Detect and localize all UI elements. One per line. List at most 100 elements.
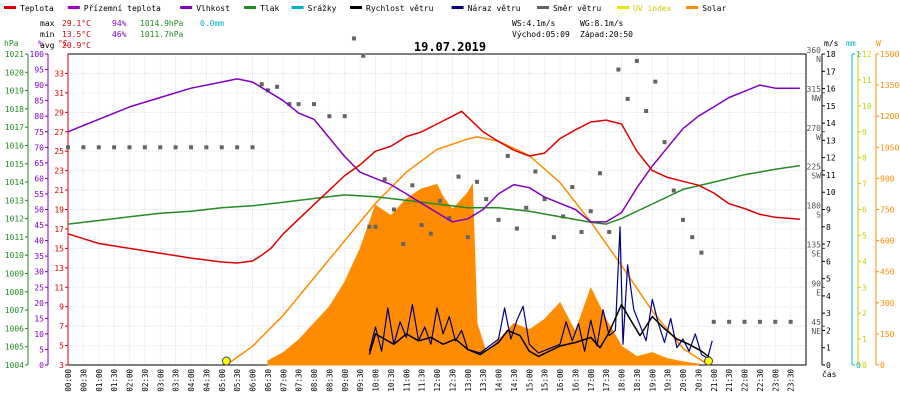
- stats-max-label: max: [40, 19, 55, 28]
- wind-direction-point: [401, 242, 406, 247]
- wind-direction-point: [367, 224, 372, 229]
- wind-direction-point: [127, 145, 132, 150]
- direction-axis-tick-name: SE: [811, 249, 821, 258]
- x-tick-label: 15:30: [541, 369, 550, 392]
- uv-axis-tick-label: 6: [862, 206, 867, 215]
- x-tick-label: 16:30: [571, 369, 580, 392]
- wind-direction-point: [275, 84, 280, 89]
- humidity-axis-tick-label: 35: [34, 252, 44, 261]
- x-tick-label: 19:30: [664, 369, 673, 392]
- uv-axis-tick-label: 7: [862, 180, 867, 189]
- temperature-axis-tick-label: 13: [54, 264, 64, 273]
- stats-wind-gust: WG:8.1m/s: [580, 19, 624, 28]
- humidity-axis-tick-label: 75: [34, 128, 44, 137]
- wind-speed-line: [368, 303, 712, 359]
- humidity-axis-tick-label: 20: [34, 299, 44, 308]
- pressure-axis-tick-label: 1006: [5, 324, 24, 333]
- wind-direction-point: [351, 36, 356, 41]
- pressure-axis-tick-label: 1017: [5, 123, 24, 132]
- humidity-line: [67, 78, 800, 223]
- humidity-axis-tick-label: 70: [34, 143, 44, 152]
- x-tick-label: 12:30: [448, 369, 457, 392]
- wind-direction-point: [112, 145, 117, 150]
- x-tick-label: 20:00: [679, 369, 688, 392]
- humidity-axis-tick-label: 80: [34, 112, 44, 121]
- humidity-axis-tick-label: 0: [39, 361, 44, 370]
- direction-axis-tick-name: W: [816, 133, 821, 142]
- x-tick-label: 04:30: [202, 369, 211, 392]
- legend-item: Rychlost větru: [366, 4, 434, 13]
- wind-direction-point: [579, 229, 584, 234]
- wind-direction-point: [235, 145, 240, 150]
- humidity-axis-tick-label: 10: [34, 330, 44, 339]
- temperature-axis-tick-label: 11: [54, 283, 64, 292]
- x-tick-label: 01:00: [95, 369, 104, 392]
- wind-direction-point: [259, 82, 264, 87]
- x-tick-label: 07:00: [279, 369, 288, 392]
- uv-axis-tick-label: 0: [862, 361, 867, 370]
- wind-direction-point: [342, 114, 347, 119]
- stats-max-rain: 0.0mm: [200, 19, 224, 28]
- stats-block: max 29.1°C 94% 1014.9hPa 0.0mm min 13.5°…: [40, 19, 633, 50]
- x-tick-label: 08:00: [310, 369, 319, 392]
- x-tick-label: 22:30: [756, 369, 765, 392]
- x-tick-label: 13:30: [479, 369, 488, 392]
- x-tick-label: 17:00: [587, 369, 596, 392]
- pressure-axis-tick-label: 1021: [5, 50, 24, 59]
- pressure-line: [67, 164, 801, 225]
- time-axis-unit: čas: [822, 369, 837, 379]
- wind-direction-point: [219, 145, 224, 150]
- solar-axis-tick-label: 450: [880, 268, 895, 277]
- wind-direction-point: [287, 102, 292, 107]
- x-tick-label: 14:00: [495, 369, 504, 392]
- wind-direction-point: [727, 319, 732, 324]
- wind-direction-point: [428, 231, 433, 236]
- wind-axis-tick-label: 17: [826, 67, 836, 76]
- pressure-axis-tick-label: 1013: [5, 196, 24, 205]
- x-tick-label: 02:00: [126, 369, 135, 392]
- direction-axis-tick-label: 270: [807, 124, 822, 133]
- wind-direction-point: [189, 145, 193, 150]
- wind-direction-point: [312, 102, 316, 107]
- legend-item: Srážky: [308, 4, 337, 13]
- wind-direction-point: [505, 153, 510, 158]
- x-tick-label: 03:00: [156, 369, 165, 392]
- wind-direction-point: [773, 319, 778, 324]
- pressure-axis-tick-label: 1020: [5, 68, 24, 77]
- wind-direction-point: [438, 198, 443, 203]
- x-tick-label: 05:00: [218, 369, 227, 392]
- x-tick-label: 15:00: [525, 369, 534, 392]
- wind-axis-tick-label: 3: [826, 309, 831, 318]
- legend-swatch: [4, 6, 16, 9]
- legend-swatch: [451, 6, 464, 9]
- wind-direction-point: [625, 96, 630, 101]
- wind-direction-point: [551, 235, 556, 240]
- uv-axis-tick-label: 4: [862, 257, 867, 266]
- wind-axis-tick-label: 0: [826, 361, 831, 370]
- x-tick-label: 06:30: [264, 369, 273, 392]
- humidity-axis-tick-label: 95: [34, 66, 44, 75]
- wind-direction-point: [662, 140, 667, 145]
- stats-avg-label: avg: [40, 41, 55, 50]
- wind-axis-tick-label: 11: [826, 171, 836, 180]
- legend-item: Náraz větru: [468, 4, 521, 13]
- temperature-axis-tick-label: 25: [54, 147, 64, 156]
- wind-direction-point: [484, 197, 489, 202]
- legend-item: Vlhkost: [196, 4, 230, 13]
- x-tick-label: 08:30: [325, 369, 334, 392]
- wind-axis-tick-label: 18: [826, 50, 836, 59]
- temperature-axis-tick-label: 15: [54, 244, 64, 253]
- humidity-axis-tick-label: 30: [34, 268, 44, 277]
- solar-axis-tick-label: 300: [880, 299, 895, 308]
- wind-direction-point: [465, 235, 470, 240]
- wind-direction-point: [250, 145, 255, 150]
- pressure-axis-tick-label: 1014: [5, 178, 24, 187]
- direction-axis-tick-name: NE: [811, 327, 821, 336]
- x-tick-label: 13:00: [464, 369, 473, 392]
- wind-direction-point: [474, 179, 479, 184]
- axes: 00:00 00:30 01:00 01:30 02:00 02:30 03:00 03:30…: [5, 46, 900, 392]
- x-tick-label: 21:30: [725, 369, 734, 392]
- x-tick-label: 22:00: [741, 369, 750, 392]
- legend-swatch: [180, 6, 193, 9]
- stats-avg-temp: 20.9°C: [62, 41, 91, 50]
